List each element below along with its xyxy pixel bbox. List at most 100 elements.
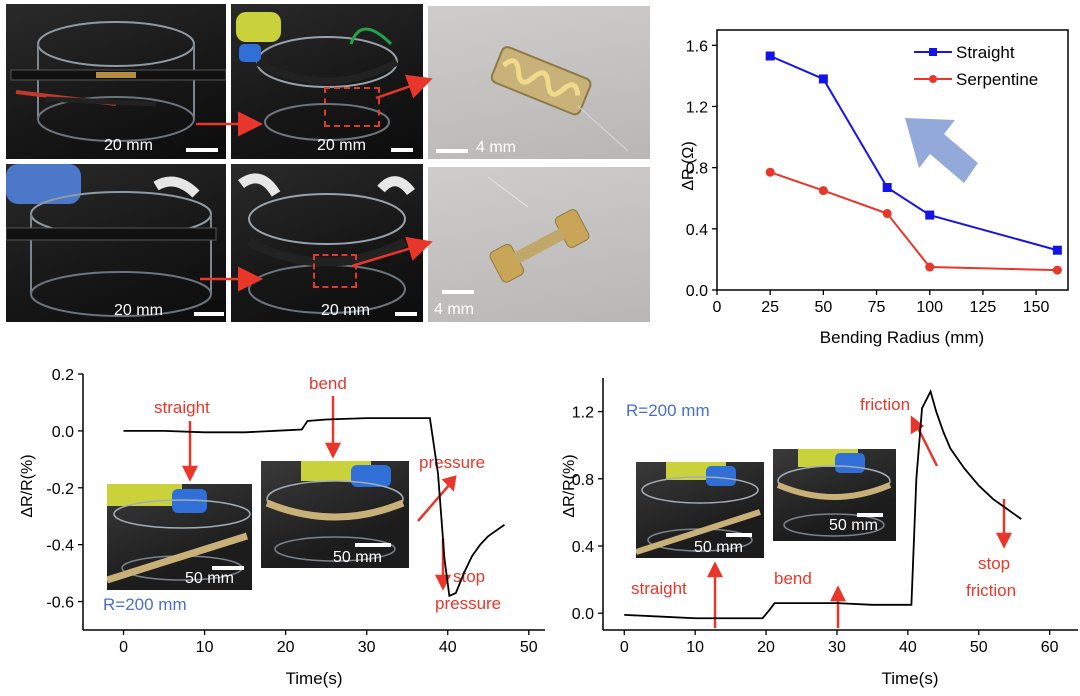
inset-right-b-scale-label: 50 mm bbox=[829, 517, 878, 534]
x-tick-label: 50 bbox=[970, 639, 988, 656]
x-tick-label: 25 bbox=[761, 299, 779, 316]
x-tick-label: 40 bbox=[439, 639, 457, 656]
inset-right-b-scale-bar bbox=[857, 513, 883, 517]
x-tick-label: 150 bbox=[1023, 299, 1050, 316]
serpentine-sensor-illustration bbox=[490, 46, 629, 152]
chart2-ylabel: ΔR/R(%) bbox=[19, 454, 36, 517]
chart-friction-response: ΔR/R(%) Time(s) R=200 mm friction straig… bbox=[561, 378, 1078, 688]
x-tick-label: 60 bbox=[1041, 639, 1059, 656]
photo-bent-cylinder-2: 20 mm bbox=[231, 164, 423, 322]
chart3-red-arrows bbox=[706, 415, 1013, 628]
annotation-straight-2: straight bbox=[631, 579, 687, 598]
photo-bent-illustration bbox=[236, 12, 399, 141]
data-point-serpentine bbox=[925, 262, 935, 272]
annotation-straight: straight bbox=[154, 398, 210, 417]
scale-label-bottom-mid: 20 mm bbox=[321, 302, 370, 319]
chart1-ylabel: ΔR (Ω) bbox=[680, 141, 697, 190]
photo-straight-cylinder: 20 mm bbox=[6, 4, 226, 159]
scale-label-top-left: 20 mm bbox=[104, 137, 153, 154]
highlight-box-top bbox=[324, 87, 380, 127]
inset-left-straight-illustration bbox=[107, 484, 251, 584]
inset-left-a-scale-bar bbox=[212, 566, 244, 570]
inset-right-a-scale-bar bbox=[726, 533, 752, 537]
y-tick-label: -0.6 bbox=[46, 595, 74, 612]
x-tick-label: 40 bbox=[899, 639, 917, 656]
chart1-legend: Straight Serpentine bbox=[914, 43, 1038, 89]
photo-bent-cylinder: 20 mm bbox=[231, 4, 423, 159]
trend-arrow bbox=[905, 118, 978, 183]
plot-frame bbox=[716, 29, 1069, 291]
x-tick-label: 20 bbox=[277, 639, 295, 656]
x-tick-label: 30 bbox=[358, 639, 376, 656]
data-point-serpentine bbox=[818, 186, 828, 196]
data-point-straight bbox=[925, 210, 935, 220]
chart3-annotations: friction straight bend stop friction bbox=[631, 395, 1016, 600]
y-tick-label: 0.4 bbox=[572, 539, 594, 556]
annotation-pressure: pressure bbox=[419, 453, 485, 472]
x-tick-label: 10 bbox=[196, 639, 214, 656]
inset-right-a-scale-label: 50 mm bbox=[694, 539, 743, 556]
x-tick-label: 10 bbox=[686, 639, 704, 656]
photo-serpentine-closeup: 4 mm bbox=[428, 6, 650, 159]
inset-photo-right-straight: 50 mm bbox=[636, 462, 764, 558]
data-point-straight bbox=[882, 183, 892, 193]
annotation-stop-2: stop bbox=[978, 554, 1010, 573]
chart2-red-arrows bbox=[181, 396, 457, 591]
series-line-serpentine bbox=[769, 171, 1058, 272]
data-point-straight bbox=[818, 74, 828, 84]
scale-bar-bottom-left bbox=[194, 312, 224, 316]
scale-label-bottom-left: 20 mm bbox=[114, 302, 163, 319]
chart-pressure-response: ΔR/R(%) Time(s) R=200 mm straight bend p… bbox=[19, 367, 545, 688]
inset-left-b-scale-label: 50 mm bbox=[333, 549, 382, 566]
y-tick-label: 0.0 bbox=[572, 606, 594, 623]
photo-straight-cylinder-2: 20 mm bbox=[6, 164, 226, 322]
inset-right-straight-illustration bbox=[636, 462, 761, 555]
straight-sensor-illustration bbox=[487, 176, 590, 283]
data-point-straight bbox=[765, 51, 775, 61]
inset-photo-left-straight: 50 mm bbox=[107, 484, 252, 590]
y-tick-label: 1.6 bbox=[686, 38, 708, 55]
inset-left-a-scale-label: 50 mm bbox=[185, 570, 234, 587]
scale-label-top-mid: 20 mm bbox=[317, 137, 366, 154]
y-tick-label: 1.2 bbox=[572, 405, 594, 422]
highlight-box-bottom bbox=[313, 254, 357, 288]
x-tick-label: 0 bbox=[713, 299, 722, 316]
annotation-bend-2: bend bbox=[774, 569, 812, 588]
y-tick-label: -0.4 bbox=[46, 538, 74, 555]
scale-bar-top-mid bbox=[391, 148, 413, 152]
y-tick-label: -0.2 bbox=[46, 481, 74, 498]
y-tick-label: 0.8 bbox=[686, 161, 708, 178]
y-tick-label: 0.2 bbox=[52, 367, 74, 384]
legend-serpentine-marker bbox=[929, 75, 937, 83]
x-tick-label: 50 bbox=[814, 299, 832, 316]
chart3-xlabel: Time(s) bbox=[882, 669, 939, 688]
legend-straight-label: Straight bbox=[956, 43, 1015, 62]
y-tick-label: 0.0 bbox=[686, 283, 708, 300]
response-trace bbox=[624, 388, 1022, 620]
data-point-serpentine bbox=[1052, 265, 1062, 275]
inset-right-bend-illustration bbox=[776, 449, 892, 537]
y-tick-label: 0.4 bbox=[686, 222, 708, 239]
annotation-bend: bend bbox=[309, 374, 347, 393]
chart3-radius-label: R=200 mm bbox=[626, 401, 710, 420]
inset-photo-right-bend: 50 mm bbox=[773, 449, 896, 541]
inset-left-b-scale-bar bbox=[355, 543, 391, 547]
inset-left-bend-illustration bbox=[265, 461, 405, 562]
x-tick-label: 100 bbox=[916, 299, 943, 316]
annotation-pressure-2: pressure bbox=[435, 594, 501, 613]
annotation-stop: stop bbox=[453, 567, 485, 586]
photo-bent-2-illustration bbox=[238, 173, 415, 314]
scale-label-top-right: 4 mm bbox=[476, 139, 516, 156]
x-tick-label: 20 bbox=[757, 639, 775, 656]
inset-photo-left-bend: 50 mm bbox=[261, 461, 409, 568]
scale-bar-top-right bbox=[436, 149, 468, 153]
y-tick-label: 0.0 bbox=[52, 424, 74, 441]
scale-bar-bottom-mid bbox=[395, 312, 417, 316]
data-point-straight bbox=[1052, 245, 1062, 255]
scale-bar-top-left bbox=[186, 148, 218, 152]
annotation-friction: friction bbox=[860, 395, 910, 414]
x-tick-label: 75 bbox=[868, 299, 886, 316]
data-point-serpentine bbox=[882, 209, 892, 219]
chart3-ylabel: ΔR/R(%) bbox=[561, 454, 578, 517]
legend-straight-marker bbox=[929, 48, 937, 56]
